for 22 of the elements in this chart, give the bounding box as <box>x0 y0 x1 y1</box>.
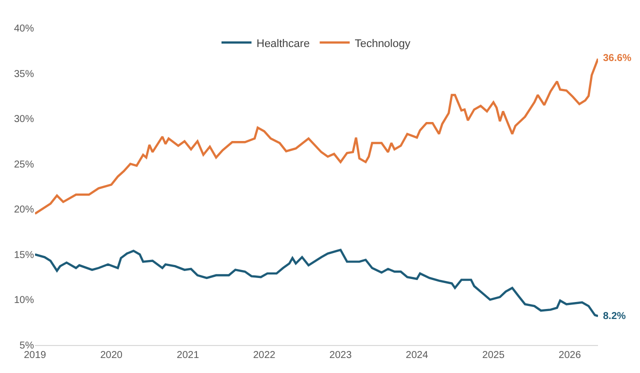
x-tick-label: 2023 <box>329 350 352 361</box>
x-tick-label: 2026 <box>558 350 582 361</box>
x-tick-label: 2025 <box>482 350 505 361</box>
y-tick-label: 5% <box>20 340 34 352</box>
y-tick-label: 30% <box>14 114 34 126</box>
x-tick-label: 2019 <box>24 350 47 361</box>
legend-label: Healthcare <box>256 38 310 50</box>
y-tick-label: 40% <box>14 24 34 34</box>
y-tick-label: 35% <box>14 68 34 80</box>
y-tick-label: 10% <box>14 295 34 306</box>
y-tick-label: 20% <box>14 204 34 216</box>
x-tick-label: 2022 <box>253 350 276 361</box>
legend-label: Technology <box>354 38 411 50</box>
x-tick-label: 2021 <box>176 350 200 361</box>
annotation: 36.6% <box>603 53 632 64</box>
line-series <box>35 58 598 215</box>
x-tick-label: 2024 <box>406 350 428 361</box>
annotation: 8.2% <box>603 311 626 322</box>
x-tick-label: 2020 <box>100 350 123 361</box>
y-tick-label: 15% <box>14 250 34 261</box>
line-series <box>35 248 598 318</box>
y-tick-label: 25% <box>14 159 34 170</box>
